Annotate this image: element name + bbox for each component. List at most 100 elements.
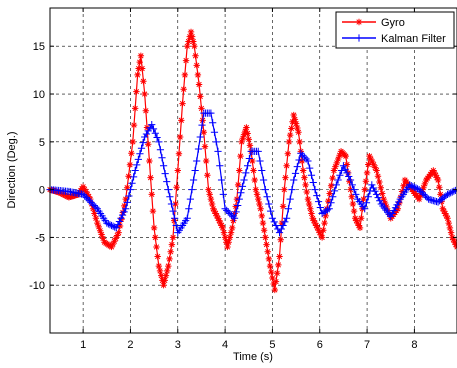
gyro-data-point xyxy=(415,195,423,203)
gyro-data-point xyxy=(99,235,107,242)
kalman-data-point xyxy=(137,144,146,152)
kalman-data-point xyxy=(311,186,319,194)
gyro-data-point xyxy=(298,157,306,165)
kalman-data-point xyxy=(163,178,171,186)
kalman-data-point xyxy=(133,161,141,169)
gyro-data-point xyxy=(371,164,379,171)
gyro-data-point xyxy=(380,195,387,203)
gyro-data-point xyxy=(121,202,128,210)
gyro-data-point xyxy=(167,248,174,255)
gyro-data-point xyxy=(381,199,389,207)
gyro-data-point xyxy=(270,280,277,288)
kalman-data-point xyxy=(126,186,135,194)
gyro-data-point xyxy=(255,195,262,203)
gyro-data-point xyxy=(192,52,199,59)
gyro-data-point xyxy=(326,190,333,197)
kalman-data-point xyxy=(90,201,98,210)
kalman-data-point xyxy=(293,163,301,171)
gyro-data-point xyxy=(78,185,86,192)
gyro-data-point xyxy=(225,238,232,246)
kalman-data-point xyxy=(279,221,287,230)
kalman-data-point xyxy=(210,128,219,136)
kalman-data-point xyxy=(338,166,346,175)
gyro-data-point xyxy=(268,268,275,276)
kalman-data-point xyxy=(334,176,342,184)
kalman-data-point xyxy=(107,221,116,230)
gyro-data-point xyxy=(355,222,362,229)
y-tick-label: -10 xyxy=(29,280,45,292)
gyro-data-point xyxy=(85,193,93,200)
kalman-data-point xyxy=(118,211,127,219)
gyro-data-point xyxy=(452,241,457,248)
gyro-data-point xyxy=(172,200,179,208)
gyro-data-point xyxy=(301,174,308,181)
gyro-data-point xyxy=(443,212,450,220)
gyro-data-point xyxy=(210,205,217,212)
gyro-data-point xyxy=(79,183,87,190)
kalman-data-point xyxy=(209,119,217,127)
kalman-series xyxy=(46,109,457,237)
gyro-data-point xyxy=(237,152,244,160)
gyro-data-point xyxy=(445,219,452,227)
gyro-data-point xyxy=(273,270,281,277)
kalman-data-point xyxy=(447,189,455,197)
gyro-data-point xyxy=(180,86,187,93)
kalman-data-point xyxy=(295,156,303,164)
gyro-data-point xyxy=(224,243,231,251)
kalman-data-point xyxy=(254,147,262,155)
gyro-data-point xyxy=(295,129,302,136)
gyro-data-point xyxy=(175,150,183,157)
gyro-data-point xyxy=(77,187,84,194)
kalman-data-point xyxy=(125,192,133,200)
gyro-data-point xyxy=(440,207,448,215)
gyro-data-point xyxy=(234,181,242,189)
kalman-data-point xyxy=(79,190,87,198)
gyro-data-point xyxy=(249,157,256,165)
gyro-data-point xyxy=(253,191,261,198)
gyro-data-point xyxy=(207,195,215,203)
gyro-data-point xyxy=(155,262,163,270)
gyro-data-point xyxy=(147,174,154,181)
legend: Gyro Kalman Filter xyxy=(335,11,455,49)
kalman-data-point xyxy=(309,178,317,187)
gyro-data-point xyxy=(292,120,300,127)
gyro-data-point xyxy=(362,178,370,185)
gyro-data-point xyxy=(165,262,172,270)
kalman-data-point xyxy=(81,192,89,200)
x-tick-label: 3 xyxy=(175,339,181,351)
kalman-data-point xyxy=(346,176,355,184)
kalman-data-point xyxy=(284,205,293,213)
x-tick-label: 2 xyxy=(127,339,133,351)
kalman-data-point xyxy=(226,209,234,218)
gyro-data-point xyxy=(260,227,268,234)
kalman-data-point xyxy=(224,208,232,216)
gyro-data-point xyxy=(343,161,351,168)
kalman-data-point xyxy=(336,171,344,179)
gyro-data-point xyxy=(374,173,382,180)
gyro-data-point xyxy=(168,241,176,248)
data-series xyxy=(46,28,457,294)
gyro-data-point xyxy=(258,212,265,220)
kalman-data-point xyxy=(128,179,136,187)
gyro-data-point xyxy=(451,238,457,246)
kalman-data-point xyxy=(450,187,457,195)
gyro-data-point xyxy=(130,121,138,129)
kalman-data-point xyxy=(345,172,353,181)
kalman-data-point xyxy=(114,221,122,229)
gyro-data-point xyxy=(134,71,141,79)
x-tick-label: 7 xyxy=(364,339,370,351)
kalman-data-point xyxy=(212,138,220,146)
gyro-data-point xyxy=(365,161,372,168)
gyro-data-point xyxy=(348,193,355,200)
gyro-data-point xyxy=(163,267,171,275)
kalman-data-point xyxy=(82,193,90,202)
gyro-data-point xyxy=(182,57,190,64)
kalman-data-point xyxy=(374,193,382,202)
legend-kalman-marker xyxy=(355,34,363,42)
gyro-data-point xyxy=(190,38,197,45)
kalman-data-point xyxy=(161,170,169,178)
gyro-data-point xyxy=(288,125,295,132)
kalman-data-point xyxy=(183,214,191,222)
gyro-data-point xyxy=(214,215,222,222)
gyro-data-point xyxy=(187,28,195,36)
